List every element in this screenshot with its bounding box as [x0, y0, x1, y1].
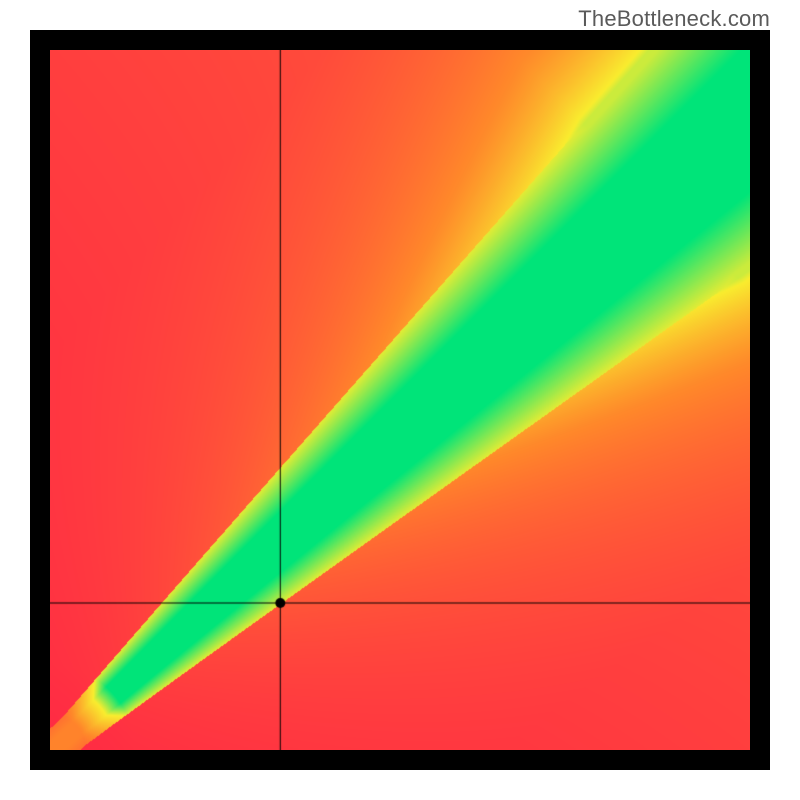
- chart-frame: [30, 30, 770, 770]
- bottleneck-heatmap: [50, 50, 750, 750]
- watermark-text: TheBottleneck.com: [578, 6, 770, 32]
